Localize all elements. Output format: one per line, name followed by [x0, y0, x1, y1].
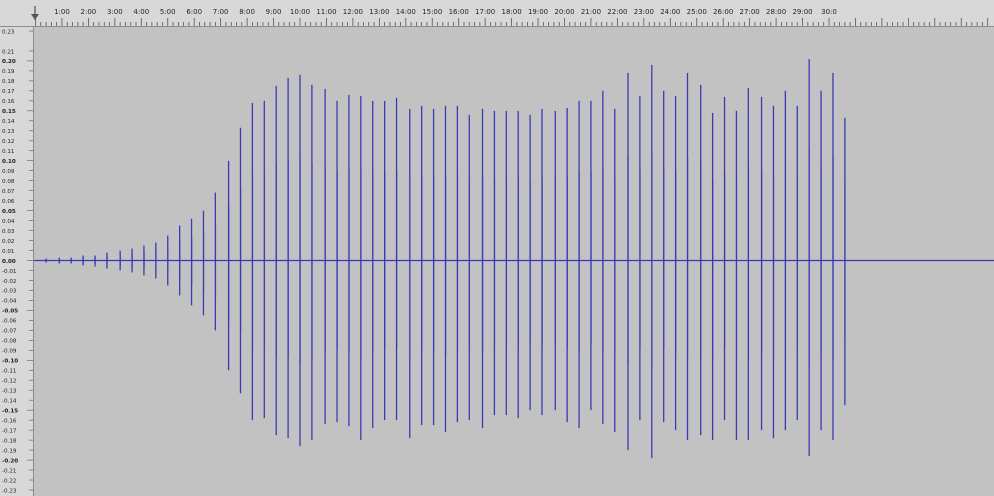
timeline-tick-label: 14:00 — [396, 8, 416, 16]
timeline-tick-label: 8:00 — [239, 8, 255, 16]
amplitude-label: 0.16 — [2, 99, 15, 105]
timeline-tick-label: 12:00 — [343, 8, 363, 16]
amplitude-label: -0.13 — [2, 389, 17, 395]
waveform-display[interactable] — [34, 27, 994, 496]
timeline-tick-label: 11:00 — [316, 8, 336, 16]
timeline-tick-label: 16:00 — [449, 8, 469, 16]
timeline-tick-label: 19:00 — [528, 8, 548, 16]
amplitude-label: -0.09 — [2, 349, 17, 355]
amplitude-label: 0.18 — [2, 79, 15, 85]
timeline-tick-label: 24:00 — [660, 8, 680, 16]
amplitude-label: -0.21 — [2, 468, 17, 474]
timeline-tick-label: 9:00 — [266, 8, 282, 16]
timeline-tick-label: 18:00 — [502, 8, 522, 16]
amplitude-label: 0.19 — [2, 69, 15, 75]
amplitude-label: 0.12 — [2, 139, 14, 145]
amplitude-label: -0.15 — [2, 408, 18, 414]
timeline-tick-label: 29:00 — [792, 8, 812, 16]
timeline-tick-label: 1:00 — [54, 8, 70, 16]
timeline-tick-label: 5:00 — [160, 8, 176, 16]
timeline-tick-label: 13:00 — [369, 8, 389, 16]
amplitude-label: 0.14 — [2, 119, 15, 125]
timeline-tick-label: 20:00 — [554, 8, 574, 16]
timeline-tick-label: 27:00 — [740, 8, 760, 16]
amplitude-label: 0.11 — [2, 149, 15, 155]
timeline-ticks — [35, 18, 989, 26]
amplitude-labels: 0.23 0.21 0.20 0.19 0.18 0.17 0.16 0.15 0.14 0.13… — [2, 29, 18, 494]
playhead-marker-icon[interactable] — [31, 6, 39, 20]
amplitude-label: -0.04 — [2, 299, 17, 305]
timeline-ruler[interactable]: 1:00 2:00 3:00 4:00 5:00 6:00 7:00 8:00 9:00 10:0… — [0, 0, 994, 27]
amplitude-label: -0.03 — [2, 289, 17, 295]
timeline-tick-label: 10:00 — [290, 8, 310, 16]
amplitude-label: -0.14 — [2, 398, 17, 404]
amplitude-label: 0.20 — [2, 59, 16, 65]
amplitude-label: 0.05 — [2, 209, 16, 215]
amplitude-label: -0.02 — [2, 279, 16, 285]
amplitude-label: -0.07 — [2, 329, 17, 335]
amplitude-label: 0.13 — [2, 129, 15, 135]
amplitude-label: -0.05 — [2, 309, 18, 315]
amplitude-label: -0.17 — [2, 428, 17, 434]
waveform-background — [34, 27, 994, 496]
amplitude-label: -0.23 — [2, 488, 17, 494]
amplitude-label: 0.04 — [2, 219, 15, 225]
timeline-tick-label: 22:00 — [607, 8, 627, 16]
amplitude-label: -0.01 — [2, 269, 17, 275]
timeline-tick-label: 21:00 — [581, 8, 601, 16]
amplitude-label: 0.09 — [2, 169, 15, 175]
amplitude-label: 0.08 — [2, 179, 15, 185]
amplitude-label: -0.08 — [2, 339, 17, 345]
timeline-tick-label: 15:00 — [422, 8, 442, 16]
amplitude-label: -0.11 — [2, 369, 17, 375]
amplitude-label: -0.10 — [2, 359, 18, 365]
timeline-tick-label: 7:00 — [213, 8, 229, 16]
timeline-tick-label: 25:00 — [687, 8, 707, 16]
amplitude-label: -0.18 — [2, 438, 17, 444]
amplitude-ruler[interactable]: 0.23 0.21 0.20 0.19 0.18 0.17 0.16 0.15 0.14 0.13… — [0, 27, 34, 496]
timeline-background — [0, 0, 994, 26]
amplitude-label: -0.06 — [2, 319, 17, 325]
amplitude-label: 0.01 — [2, 249, 15, 255]
amplitude-ruler-background — [0, 27, 34, 496]
amplitude-label: 0.03 — [2, 229, 15, 235]
amplitude-label: -0.16 — [2, 418, 17, 424]
amplitude-label: -0.22 — [2, 478, 16, 484]
amplitude-label: 0.06 — [2, 199, 15, 205]
amplitude-label: -0.20 — [2, 458, 18, 464]
amplitude-label: -0.12 — [2, 379, 16, 385]
timeline-tick-label: 17:00 — [475, 8, 495, 16]
timeline-tick-label: 4:00 — [133, 8, 149, 16]
timeline-tick-label: 28:00 — [766, 8, 786, 16]
amplitude-label: 0.21 — [2, 49, 15, 55]
timeline-tick-label: 26:00 — [713, 8, 733, 16]
timeline-tick-label: 30:0 — [821, 8, 837, 16]
amplitude-label: 0.07 — [2, 189, 15, 195]
amplitude-label: 0.17 — [2, 89, 15, 95]
timeline-tick-label: 23:00 — [634, 8, 654, 16]
amplitude-label: 0.10 — [2, 159, 16, 165]
timeline-tick-label: 6:00 — [186, 8, 202, 16]
timeline-labels: 1:00 2:00 3:00 4:00 5:00 6:00 7:00 8:00 9:00 10:0… — [54, 8, 837, 16]
amplitude-label: 0.23 — [2, 29, 15, 35]
amplitude-label: 0.15 — [2, 109, 16, 115]
amplitude-label: 0.02 — [2, 239, 14, 245]
amplitude-label: -0.19 — [2, 448, 17, 454]
amplitude-ticks — [27, 30, 33, 491]
amplitude-label: 0.00 — [2, 259, 16, 265]
timeline-tick-label: 3:00 — [107, 8, 123, 16]
timeline-tick-label: 2:00 — [81, 8, 97, 16]
